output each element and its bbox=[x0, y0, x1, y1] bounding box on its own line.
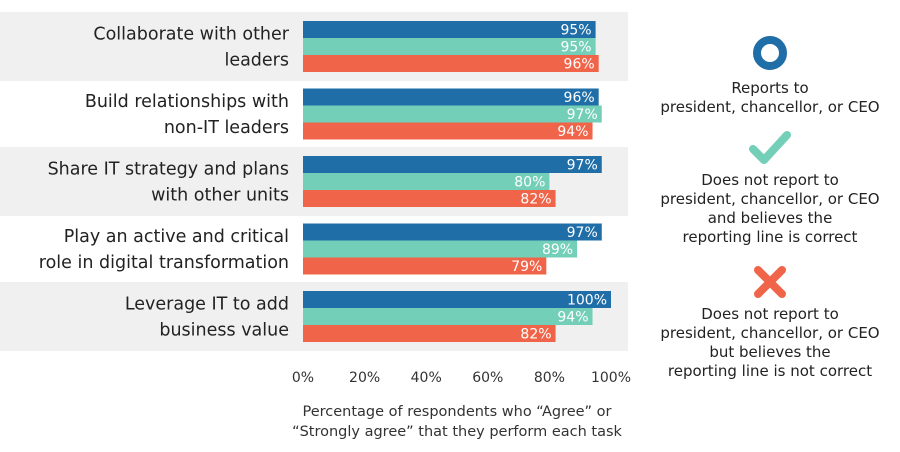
circle-icon bbox=[753, 36, 787, 70]
category-label: Share IT strategy and plans with other un… bbox=[48, 160, 289, 206]
check-icon bbox=[749, 131, 791, 164]
legend-label-correct: Does not report to president, chancellor… bbox=[660, 171, 880, 246]
legend-item-correct: Does not report to president, chancellor… bbox=[655, 129, 885, 247]
legend-item-not-correct: Does not report to president, chancellor… bbox=[655, 263, 885, 381]
x-tick-label: 20% bbox=[349, 370, 380, 386]
bar bbox=[303, 240, 578, 258]
data-label: 80% bbox=[514, 175, 545, 191]
category-label: Leverage IT to add business value bbox=[125, 295, 289, 341]
data-label: 94% bbox=[557, 124, 588, 140]
data-label: 100% bbox=[567, 293, 607, 309]
bar bbox=[303, 156, 602, 173]
category-label: Collaborate with other leaders bbox=[93, 25, 289, 71]
bar bbox=[303, 291, 611, 308]
data-label: 97% bbox=[567, 158, 598, 174]
bar bbox=[303, 325, 556, 342]
x-tick-label: 100% bbox=[591, 370, 631, 386]
bar-chart: Collaborate with other leaders95%95%96%Bu… bbox=[0, 12, 631, 440]
bar bbox=[303, 122, 593, 140]
bar bbox=[303, 38, 596, 55]
x-tick-label: 80% bbox=[534, 370, 565, 386]
x-icon bbox=[754, 266, 786, 298]
bar bbox=[303, 105, 602, 123]
bar bbox=[303, 88, 599, 106]
data-label: 82% bbox=[520, 192, 551, 208]
data-label: 89% bbox=[542, 242, 573, 258]
data-label: 96% bbox=[564, 90, 595, 106]
data-label: 97% bbox=[567, 107, 598, 123]
legend-label-not-correct: Does not report to president, chancellor… bbox=[660, 305, 880, 380]
x-tick-label: 40% bbox=[411, 370, 442, 386]
category-label: Build relationships with non-IT leaders bbox=[85, 92, 289, 138]
bar bbox=[303, 173, 550, 190]
data-label: 95% bbox=[560, 40, 591, 56]
legend-label-reports: Reports to president, chancellor, or CEO bbox=[660, 79, 880, 116]
bar bbox=[303, 308, 593, 325]
x-axis-label: Percentage of respondents who “Agree” or… bbox=[292, 404, 622, 440]
x-tick-label: 0% bbox=[292, 370, 314, 386]
bar bbox=[303, 223, 602, 241]
data-label: 95% bbox=[560, 23, 591, 39]
data-label: 97% bbox=[567, 225, 598, 241]
category-label: Play an active and critical role in digit… bbox=[39, 227, 289, 273]
bar bbox=[303, 190, 556, 207]
bar bbox=[303, 55, 599, 72]
bar bbox=[303, 257, 547, 275]
data-label: 79% bbox=[511, 259, 542, 275]
data-label: 96% bbox=[564, 57, 595, 73]
x-tick-label: 60% bbox=[472, 370, 503, 386]
data-label: 94% bbox=[557, 310, 588, 326]
bar bbox=[303, 21, 596, 38]
data-label: 82% bbox=[520, 327, 551, 343]
legend-item-reports: Reports to president, chancellor, or CEO bbox=[655, 33, 885, 117]
